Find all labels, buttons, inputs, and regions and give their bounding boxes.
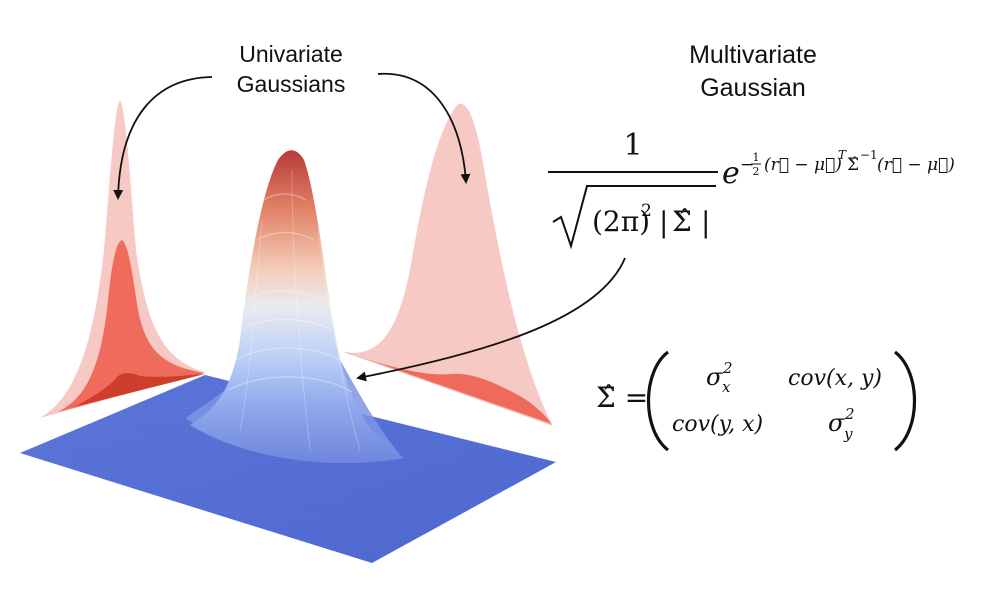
density-formula: 1 (2π) 2 | Σ̂ | e − 1 2 (r⃗ − μ⃗) T Σ̂ −… (548, 128, 955, 250)
right-projection-light (345, 103, 552, 425)
univariate-label-line1: Univariate (239, 41, 343, 67)
covariance-matrix: Σ̂ = σ 2 x cov(x, y) cov(y, x) σ 2 y (596, 350, 917, 452)
ground-plane (20, 375, 556, 563)
radical-sign (552, 185, 716, 250)
multivariate-label-line2: Gaussian (700, 74, 806, 102)
matrix-left-paren (646, 350, 670, 452)
exp-base: e (722, 156, 740, 191)
left-projection-dark (74, 373, 205, 407)
abs-left: | (659, 206, 668, 239)
exp-half-den: 2 (753, 165, 760, 178)
multivariate-peak (185, 150, 404, 464)
matrix-a22-sup: 2 (844, 405, 855, 423)
right-projection (344, 103, 553, 426)
matrix-a22-sub: y (843, 425, 853, 443)
arrow-formula-to-peak (356, 257, 626, 382)
exp-sigma: Σ̂ (847, 155, 859, 175)
exp-inverse: −1 (860, 148, 878, 162)
abs-right: | (701, 206, 710, 239)
denominator-sigma: Σ̂ (672, 205, 692, 238)
left-projection (40, 100, 205, 418)
matrix-a11-sup: 2 (722, 359, 733, 377)
matrix-a22-base: σ (828, 409, 845, 437)
matrix-a12: cov(x, y) (788, 366, 882, 391)
svg-text:(2π): (2π) (592, 205, 650, 238)
multivariate-label-line1: Multivariate (689, 41, 817, 69)
peak-surface (190, 150, 404, 464)
left-projection-mid (58, 240, 205, 412)
exp-tail: (r⃗ − μ⃗) (877, 155, 955, 175)
formula-numerator: 1 (623, 128, 642, 163)
denominator-paren: (2π) (592, 205, 650, 238)
exp-minus: − (740, 155, 754, 175)
exp-transpose: T (838, 148, 847, 162)
arrow-to-right-projection (377, 73, 471, 184)
denominator-square: 2 (641, 201, 652, 221)
arrow-to-left-projection (113, 76, 213, 200)
exp-half-num: 1 (753, 151, 760, 164)
univariate-label-line2: Gaussians (237, 71, 346, 97)
matrix-a21: cov(y, x) (672, 412, 763, 437)
matrix-a11-sub: x (722, 378, 731, 396)
exp-body: (r⃗ − μ⃗) (764, 155, 842, 175)
covariance-lhs: Σ̂ = (596, 381, 648, 414)
matrix-a11-base: σ (706, 363, 723, 391)
matrix-right-paren (893, 350, 917, 452)
